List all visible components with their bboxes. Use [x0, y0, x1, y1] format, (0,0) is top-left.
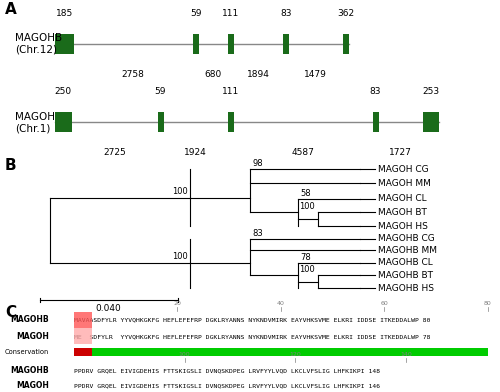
Text: 60: 60 — [380, 301, 388, 306]
Bar — [422, 112, 439, 132]
Bar — [74, 328, 92, 344]
Text: MAGOH: MAGOH — [16, 332, 49, 341]
Text: 2758: 2758 — [122, 70, 144, 79]
Text: MAGOHB: MAGOHB — [10, 367, 49, 375]
Text: 362: 362 — [337, 9, 354, 18]
Text: MAGOH HS: MAGOH HS — [378, 221, 428, 230]
Text: 98: 98 — [252, 160, 263, 168]
Text: 1727: 1727 — [389, 148, 412, 157]
Bar — [74, 348, 92, 356]
Text: PPDRV GRQEL EIVIGDEHIS FTTSKIGSLI DVNQSKDPEG LRVFYYLVQD LKCLVFSLIG LHFKIKPI 146: PPDRV GRQEL EIVIGDEHIS FTTSKIGSLI DVNQSK… — [74, 383, 380, 388]
Text: MAGOHB
(Chr.12): MAGOHB (Chr.12) — [15, 33, 62, 55]
Text: MAGOHB CG: MAGOHB CG — [378, 234, 434, 243]
Text: 120: 120 — [290, 352, 301, 357]
Text: B: B — [5, 158, 16, 173]
Text: 1924: 1924 — [184, 148, 207, 157]
Text: MAGOHB BT: MAGOHB BT — [378, 271, 432, 280]
Text: 680: 680 — [204, 70, 222, 79]
Text: Conservation: Conservation — [5, 349, 49, 355]
Text: 2725: 2725 — [103, 148, 126, 157]
Text: MAGOH
(Chr.1): MAGOH (Chr.1) — [15, 111, 55, 133]
Text: MAGOH CL: MAGOH CL — [378, 194, 426, 203]
Bar — [192, 34, 199, 54]
Text: 83: 83 — [252, 229, 263, 238]
Bar — [158, 112, 164, 132]
Text: 140: 140 — [400, 352, 411, 357]
Bar — [228, 34, 234, 54]
Text: 40: 40 — [277, 301, 284, 306]
Bar — [228, 112, 234, 132]
Text: 80: 80 — [484, 301, 492, 306]
Text: MAGOHB: MAGOHB — [10, 315, 49, 324]
Bar — [372, 112, 378, 132]
Text: 4587: 4587 — [292, 148, 314, 157]
Text: 0.040: 0.040 — [96, 304, 122, 313]
Text: 59: 59 — [190, 9, 202, 18]
Text: 100: 100 — [179, 352, 190, 357]
Text: 58: 58 — [300, 189, 310, 198]
Text: 100: 100 — [172, 187, 188, 196]
Text: MAVAASDFYLR YYVQHKGKFG HEFLEFEFRP DGKLRYANNS NYKNDVMIRK EAYVHKSVME ELKRI IDDSE I: MAVAASDFYLR YYVQHKGKFG HEFLEFEFRP DGKLRY… — [74, 317, 430, 322]
Text: 253: 253 — [422, 87, 440, 96]
Text: MAGOH MM: MAGOH MM — [378, 178, 430, 187]
Bar — [55, 34, 74, 54]
Text: 78: 78 — [300, 253, 311, 262]
Bar — [282, 34, 289, 54]
Text: MAGOHB HS: MAGOHB HS — [378, 283, 434, 292]
Text: 111: 111 — [222, 87, 239, 96]
Text: 59: 59 — [155, 87, 166, 96]
Text: A: A — [5, 2, 17, 16]
Text: 100: 100 — [172, 252, 188, 261]
Text: MAGOHB CL: MAGOHB CL — [378, 258, 432, 267]
Text: 83: 83 — [280, 9, 291, 18]
Text: 1479: 1479 — [304, 70, 327, 79]
Text: MAGOH BT: MAGOH BT — [378, 208, 426, 217]
Text: ME  SDFYLR  YYVQHKGKFG HEFLEFEFRP DGKLRYANNS NYKNDVMIRK EAYVHKSVME ELKRI IDDSE I: ME SDFYLR YYVQHKGKFG HEFLEFEFRP DGKLRYAN… — [74, 334, 430, 339]
Text: 100: 100 — [299, 265, 315, 274]
Text: MAGOHB MM: MAGOHB MM — [378, 246, 436, 255]
Text: 1894: 1894 — [247, 70, 270, 79]
Text: MAGOH CG: MAGOH CG — [378, 165, 428, 174]
Text: 185: 185 — [56, 9, 73, 18]
Text: 20: 20 — [174, 301, 182, 306]
Text: 100: 100 — [299, 202, 315, 211]
Text: 250: 250 — [54, 87, 72, 96]
Text: MAGOH: MAGOH — [16, 381, 49, 390]
Bar — [74, 348, 488, 356]
Text: 111: 111 — [222, 9, 240, 18]
Bar — [342, 34, 349, 54]
Bar — [55, 112, 72, 132]
Bar — [74, 312, 92, 328]
Text: PPDRV GRQEL EIVIGDEHIS FTTSKIGSLI DVNQSKDPEG LRVFYYLVQD LKCLVFSLIG LHFKIKPI 148: PPDRV GRQEL EIVIGDEHIS FTTSKIGSLI DVNQSK… — [74, 368, 380, 373]
Text: 83: 83 — [370, 87, 382, 96]
Text: C: C — [5, 305, 16, 320]
